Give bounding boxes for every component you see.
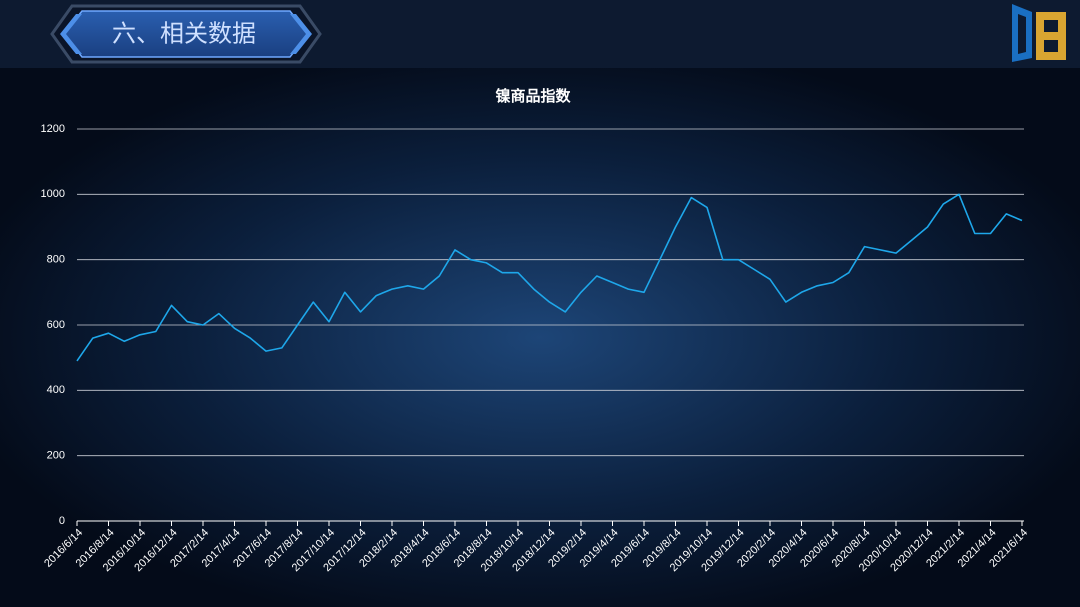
data-line <box>76 193 1023 362</box>
header-deco <box>60 14 82 54</box>
header-deco <box>290 14 312 54</box>
y-tick-label: 400 <box>47 384 65 396</box>
y-tick-label: 1200 <box>41 123 65 135</box>
y-tick-label: 600 <box>47 319 65 331</box>
y-tick-label: 1000 <box>41 188 65 200</box>
logo-shape <box>1018 14 1026 54</box>
background <box>0 68 1080 607</box>
header-title: 六、相关数据 <box>112 20 256 47</box>
y-tick-label: 0 <box>59 515 65 527</box>
logo-shape <box>1044 20 1058 52</box>
logo <box>1012 4 1066 62</box>
chart-title: 镍商品指数 <box>495 87 571 105</box>
y-tick-label: 800 <box>47 254 65 266</box>
logo-shape <box>1036 12 1066 60</box>
y-tick-label: 200 <box>47 450 65 462</box>
